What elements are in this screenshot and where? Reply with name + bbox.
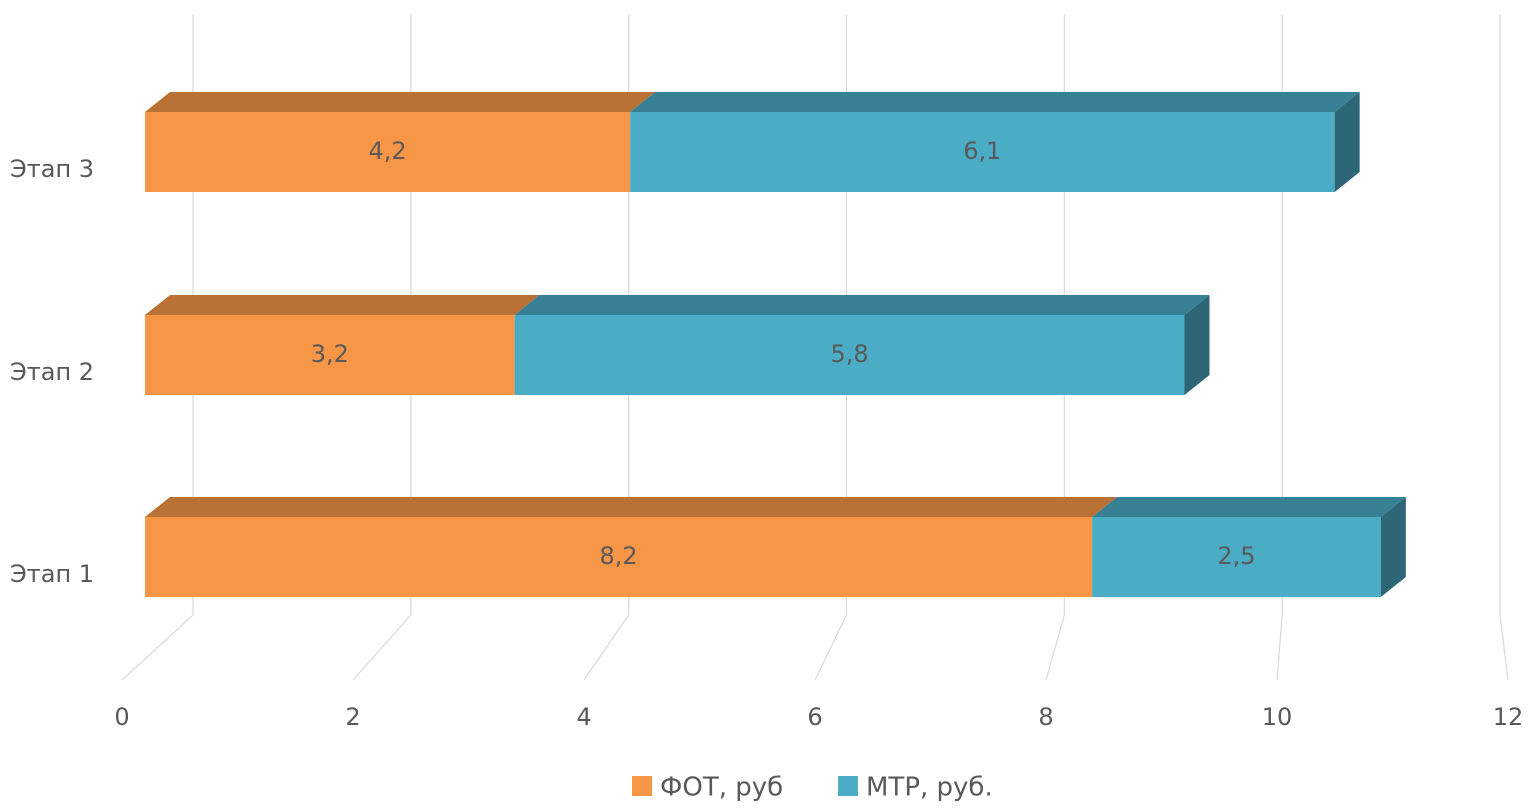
floor-grid-line bbox=[1500, 615, 1508, 680]
value-label: 4,2 bbox=[368, 137, 406, 165]
floor-grid-line bbox=[122, 615, 193, 680]
bar-top bbox=[1092, 497, 1406, 517]
category-label: Этап 3 bbox=[10, 155, 94, 183]
value-label: 2,5 bbox=[1217, 542, 1255, 570]
category-label: Этап 2 bbox=[10, 358, 94, 386]
legend-label: МТР, руб. bbox=[866, 773, 993, 803]
value-label: 3,2 bbox=[311, 340, 349, 368]
bar-top bbox=[145, 92, 655, 112]
floor-grid-line bbox=[1046, 615, 1064, 680]
x-tick-label: 8 bbox=[1038, 703, 1053, 731]
legend-label: ФОТ, руб bbox=[660, 773, 783, 803]
category-label: Этап 1 bbox=[10, 560, 94, 588]
floor-grid-line bbox=[353, 615, 411, 680]
x-tick-label: 4 bbox=[576, 703, 591, 731]
legend-swatch bbox=[838, 776, 858, 796]
floor-grid-line bbox=[584, 615, 629, 680]
floor-grid-line bbox=[1277, 615, 1282, 680]
value-label: 8,2 bbox=[599, 542, 637, 570]
x-tick-label: 10 bbox=[1262, 703, 1293, 731]
legend-swatch bbox=[632, 776, 652, 796]
bar-top bbox=[145, 497, 1117, 517]
x-tick-label: 2 bbox=[345, 703, 360, 731]
x-tick-label: 0 bbox=[114, 703, 129, 731]
value-label: 6,1 bbox=[963, 137, 1001, 165]
x-tick-label: 12 bbox=[1493, 703, 1524, 731]
bar-top bbox=[515, 295, 1210, 315]
floor-grid-line bbox=[815, 615, 847, 680]
bar-top bbox=[145, 295, 540, 315]
value-label: 5,8 bbox=[830, 340, 868, 368]
bar-top bbox=[630, 92, 1360, 112]
x-tick-label: 6 bbox=[807, 703, 822, 731]
chart: 0 2 4 6 8 10 12 Этап 1 8,2 2,5 Этап 2 3,2 5,8 Этап 3 4… bbox=[0, 0, 1537, 806]
